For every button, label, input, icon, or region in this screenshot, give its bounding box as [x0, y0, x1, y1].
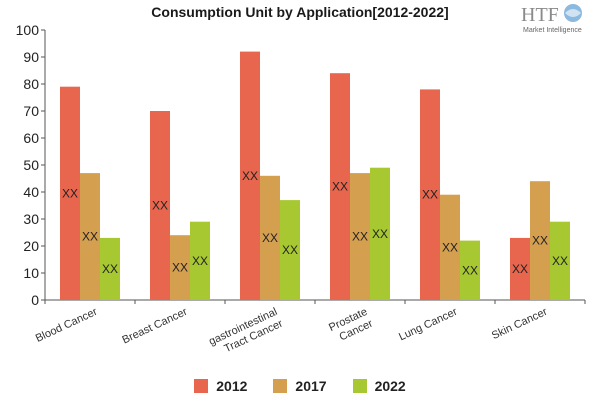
data-label: XX	[462, 263, 478, 277]
data-label: XX	[62, 186, 78, 200]
data-label: XX	[242, 169, 258, 183]
bar-2022-5	[550, 221, 570, 300]
category-label: gastrointestinalTract Cancer	[207, 306, 285, 360]
y-tick-label: 0	[31, 292, 39, 308]
data-label: XX	[262, 231, 278, 245]
legend-label-2017: 2017	[295, 378, 327, 394]
chart-title: Consumption Unit by Application[2012-202…	[151, 4, 449, 20]
data-label: XX	[282, 243, 298, 257]
legend-item-2012: 2012	[194, 378, 247, 394]
data-label: XX	[152, 199, 168, 213]
bar-2012-2	[240, 51, 260, 300]
y-tick-label: 20	[23, 238, 39, 254]
bar-2022-3	[370, 167, 390, 300]
legend-swatch-2017	[273, 379, 288, 393]
category-label: Blood Cancer	[34, 306, 100, 345]
bar-2017-0	[80, 173, 100, 300]
category-label: Breast Cancer	[120, 306, 189, 347]
bar-2012-4	[420, 89, 440, 301]
bar-2012-3	[330, 73, 350, 300]
y-tick-label: 90	[23, 49, 39, 65]
bar-2012-1	[150, 111, 170, 300]
data-label: XX	[352, 230, 368, 244]
data-label: XX	[442, 240, 458, 254]
legend-item-2022: 2022	[352, 378, 406, 394]
bar-2017-1	[170, 235, 190, 300]
category-label: Skin Cancer	[490, 306, 550, 342]
data-label: XX	[102, 262, 118, 276]
data-label: XX	[172, 261, 188, 275]
y-tick-label: 70	[23, 103, 39, 119]
bar-2022-4	[460, 240, 480, 300]
data-label: XX	[372, 227, 388, 241]
bar-2017-5	[530, 181, 550, 300]
bar-2012-5	[510, 237, 530, 300]
y-tick-label: 60	[23, 130, 39, 146]
logo-subtext: Market Intelligence	[523, 27, 582, 34]
bar-2022-2	[280, 200, 300, 300]
legend: 2012 2017 2022	[0, 378, 600, 394]
data-label: XX	[332, 180, 348, 194]
htf-logo: HTF Market Intelligence	[521, 4, 582, 34]
legend-swatch-2012	[194, 379, 209, 393]
data-label: XX	[512, 262, 528, 276]
data-label: XX	[82, 230, 98, 244]
y-tick-label: 10	[23, 265, 39, 281]
data-label: XX	[552, 254, 568, 268]
bar-2022-0	[100, 237, 120, 300]
bar-2017-2	[260, 175, 280, 300]
y-tick-label: 50	[23, 157, 39, 173]
y-tick-label: 30	[23, 211, 39, 227]
bar-2022-1	[190, 221, 210, 300]
legend-label-2012: 2012	[216, 378, 248, 394]
data-label: XX	[192, 254, 208, 268]
bar-2012-0	[60, 86, 80, 300]
category-label: Lung Cancer	[397, 306, 459, 344]
category-label: ProstateCancer	[327, 306, 375, 346]
y-tick-label: 100	[16, 22, 40, 38]
bar-2017-3	[350, 173, 370, 300]
y-tick-label: 80	[23, 76, 39, 92]
legend-label-2022: 2022	[374, 378, 406, 394]
data-label: XX	[422, 188, 438, 202]
logo-text: HTF	[521, 4, 559, 26]
bar-2017-4	[440, 194, 460, 300]
data-label: XX	[532, 234, 548, 248]
y-tick-label: 40	[23, 184, 39, 200]
legend-swatch-2022	[352, 379, 367, 393]
legend-item-2017: 2017	[273, 378, 327, 394]
